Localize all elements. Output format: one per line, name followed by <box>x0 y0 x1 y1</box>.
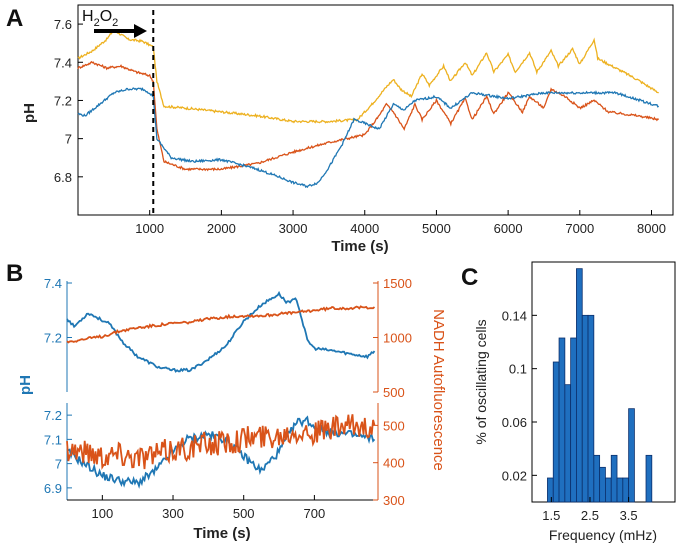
panel-b-bottom-left-tick-label: 7.1 <box>44 432 62 447</box>
panel-label-b: B <box>6 260 23 287</box>
panel-a-y-ticks: 6.8 7 7.2 7.4 7.6 <box>54 17 83 185</box>
panel-label-c: C <box>461 264 478 291</box>
panel-b-bottom-right-tick-label: 500 <box>383 418 405 433</box>
panel-a-x-tick-label: 4000 <box>350 221 379 236</box>
histogram-bar <box>610 454 618 503</box>
panel-a-y-tick-label: 6.8 <box>54 170 72 185</box>
panel-b-xlabel: Time (s) <box>193 525 250 542</box>
panel-b-top-series-ph <box>66 290 376 373</box>
histogram-bar <box>616 477 624 503</box>
panel-b-ylabel-left: pH <box>17 375 34 395</box>
panel-label-a: A <box>6 5 23 32</box>
panel-b-top-left-tick-label: 7.2 <box>44 331 62 346</box>
panel-a-x-tick-label: 2000 <box>207 221 236 236</box>
panel-c-bars <box>547 268 653 503</box>
histogram-bar <box>552 361 560 503</box>
panel-c-x-tick-label: 2.5 <box>581 508 599 523</box>
histogram-bar <box>605 477 612 503</box>
panel-b-bottom-right-tick-label: 400 <box>383 456 405 471</box>
panel-b-ticks: 7.2 7.4 500 1000 1500 6.9 7 7.1 7.2 300 400 500 100 3… <box>44 276 412 521</box>
panel-b-top-left-tick-label: 7.4 <box>44 276 62 291</box>
panel-a-x-tick-label: 8000 <box>637 221 666 236</box>
panel-a-y-tick-label: 7.2 <box>54 93 72 108</box>
panel-b-top-right-tick-label: 1000 <box>383 331 412 346</box>
panel-b-chart: 7.2 7.4 500 1000 1500 6.9 7 7.1 7.2 300 400 500 100 3… <box>17 276 447 542</box>
panel-a-x-tick-label: 7000 <box>565 221 594 236</box>
panel-a-x-tick-label: 3000 <box>279 221 308 236</box>
panel-a-y-tick-label: 7.4 <box>54 55 72 70</box>
panel-c-x-tick-label: 1.5 <box>542 508 560 523</box>
panel-a-series-blue <box>77 87 660 189</box>
panel-a-x-tick-label: 6000 <box>494 221 523 236</box>
h2o2-label: H2O2 <box>82 8 118 29</box>
panel-a-x-tick-label: 1000 <box>135 221 164 236</box>
panel-c-xlabel: Frequency (mHz) <box>549 527 657 543</box>
panel-b-top-series-nadh <box>66 305 376 344</box>
panel-a-series-yellow <box>77 28 659 124</box>
panel-c-ylabel: % of oscillating cells <box>473 319 489 444</box>
panel-c-y-tick-label: 0.02 <box>502 468 527 483</box>
panel-c-y-tick-label: 0.1 <box>509 362 527 377</box>
panel-b-bottom-series-nadh <box>66 414 376 470</box>
panel-b-ylabel-right: NADH Autofluorescence <box>430 309 447 471</box>
panel-b-x-tick-label: 100 <box>91 506 113 521</box>
panel-b-top-right-tick-label: 1500 <box>383 276 412 291</box>
histogram-bar <box>558 337 566 503</box>
panel-a-y-tick-label: 7 <box>65 132 72 147</box>
panel-b-x-tick-label: 700 <box>304 506 326 521</box>
panel-b-x-tick-label: 500 <box>233 506 255 521</box>
histogram-bar <box>622 477 630 503</box>
panel-a-xlabel: Time (s) <box>331 238 388 255</box>
panel-b-top-right-tick-label: 500 <box>383 385 405 400</box>
histogram-bar <box>570 337 577 503</box>
panel-a-series <box>77 28 660 189</box>
histogram-bar <box>564 384 572 503</box>
histogram-bar <box>581 314 589 503</box>
panel-c-y-tick-label: 0.06 <box>502 415 527 430</box>
panel-a-y-tick-label: 7.6 <box>54 17 72 32</box>
panel-a-x-ticks: 1000 2000 3000 4000 5000 6000 7000 8000 <box>135 210 666 236</box>
panel-a-chart: 1000 2000 3000 4000 5000 6000 7000 8000 6.8 7 7.2… <box>21 4 674 255</box>
histogram-bar <box>587 314 595 503</box>
panel-c-ticks: 1.5 2.5 3.5 0.02 0.06 0.1 0.14 <box>502 308 638 523</box>
panel-b-x-tick-label: 300 <box>162 506 184 521</box>
panel-b-bottom-left-tick-label: 6.9 <box>44 481 62 496</box>
panel-b-bottom-left-tick-label: 7.2 <box>44 408 62 423</box>
panel-c-x-tick-label: 3.5 <box>620 508 638 523</box>
histogram-bar <box>593 454 601 503</box>
panel-a-ylabel: pH <box>21 103 38 123</box>
panel-a-frame <box>77 4 674 216</box>
histogram-bar <box>576 268 583 503</box>
panel-c-chart: 1.5 2.5 3.5 0.02 0.06 0.1 0.14 Frequency (mHz)… <box>473 261 676 543</box>
histogram-bar <box>599 466 606 503</box>
histogram-bar <box>645 454 653 503</box>
panel-a-x-tick-label: 5000 <box>422 221 451 236</box>
histogram-bar <box>547 477 554 503</box>
panel-b-bottom-right-tick-label: 300 <box>383 493 405 508</box>
panel-a-series-orange <box>77 60 660 172</box>
panel-b-series <box>66 290 376 489</box>
panel-b-bottom-left-tick-label: 7 <box>55 457 62 472</box>
h2o2-arrow-head <box>134 24 147 38</box>
histogram-bar <box>628 408 635 503</box>
panel-c-y-tick-label: 0.14 <box>502 308 527 323</box>
